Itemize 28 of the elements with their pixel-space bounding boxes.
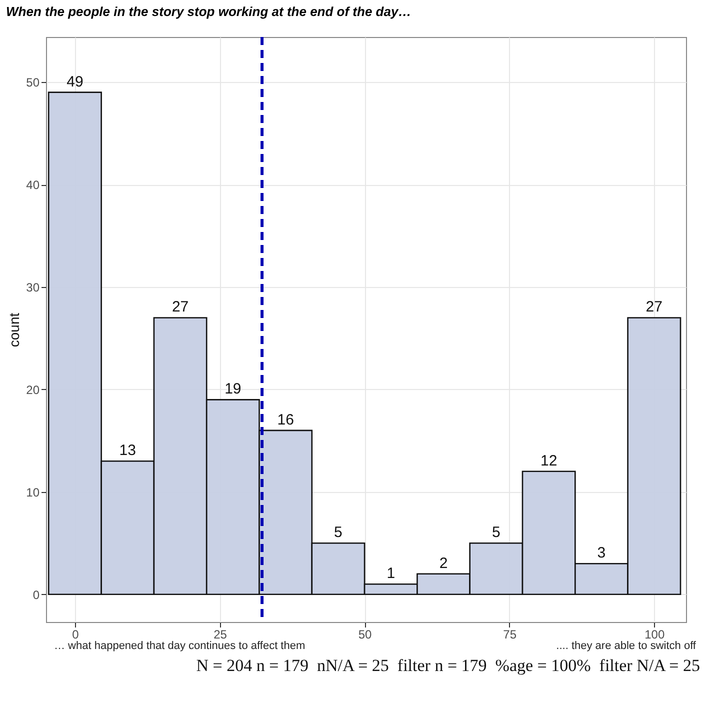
data-label: 49 (66, 73, 84, 90)
data-label: 5 (334, 524, 342, 542)
data-label: 3 (597, 544, 606, 562)
data-label: 27 (172, 298, 189, 316)
data-label: 19 (224, 380, 242, 398)
y-axis-title: count (6, 312, 22, 348)
data-label: 1 (386, 565, 396, 582)
x-tick-label: 100 (644, 628, 665, 642)
y-tick-label: 30 (26, 280, 40, 294)
chart-title: When the people in the story stop working at the end of the day… (6, 4, 412, 19)
data-label: 5 (492, 524, 500, 542)
data-label: 16 (277, 411, 294, 428)
data-label: 12 (540, 452, 558, 470)
text: N = 204 n = 179 nN/A = 25 filter n = 179 %age = 100% filter N/A = 25 (195, 656, 701, 676)
y-tick-label: 40 (26, 178, 40, 192)
data-label: 2 (439, 554, 448, 572)
x-tick-label: 25 (214, 628, 228, 642)
x-tick-label: 75 (503, 628, 517, 642)
y-tick-label: 50 (26, 76, 40, 90)
x-tick-label: 0 (72, 628, 80, 642)
y-tick-label: 10 (26, 485, 40, 500)
y-tick-label: 20 (26, 382, 40, 397)
y-tick-label: 0 (32, 588, 40, 602)
data-label: 27 (646, 298, 662, 316)
text: … what happened that day continues to affect them (54, 640, 306, 652)
text: .... they are able to switch off (556, 640, 696, 652)
x-tick-label: 50 (358, 628, 372, 642)
data-label: 13 (119, 442, 136, 460)
